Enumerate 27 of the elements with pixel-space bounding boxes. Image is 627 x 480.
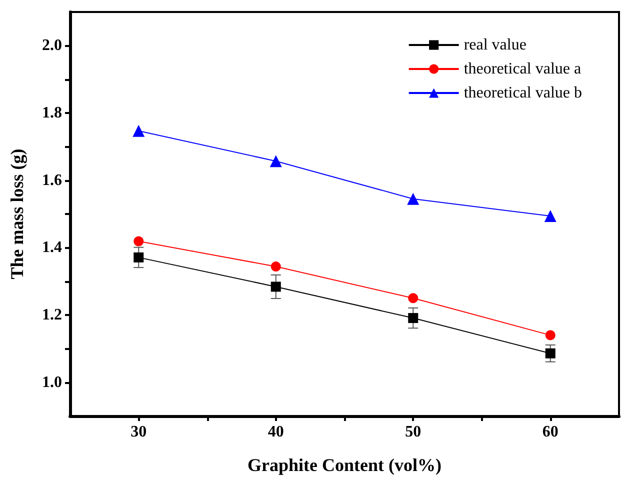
legend-label: theoretical value b <box>464 84 582 102</box>
point <box>270 262 281 272</box>
x-tick-label: 60 <box>542 424 558 440</box>
point <box>545 330 556 340</box>
x-axis-title: Graphite Content (vol%) <box>248 455 442 475</box>
y-axis-title: The mass loss (g) <box>7 148 27 280</box>
point <box>134 252 144 262</box>
y-tick-label: 1.6 <box>42 172 62 189</box>
y-tick-label: 1.2 <box>42 306 62 324</box>
legend-label: real value <box>464 36 526 54</box>
point <box>270 282 281 292</box>
x-tick-label: 50 <box>405 424 422 440</box>
point <box>270 155 282 168</box>
y-tick-label: 2.0 <box>42 37 62 54</box>
point <box>132 124 145 137</box>
y-tick-label: 1.4 <box>42 239 62 256</box>
x-tick-label: 30 <box>130 424 147 440</box>
y-tick-label: 1.0 <box>42 374 62 391</box>
point <box>544 210 556 222</box>
x-tick-label: 40 <box>268 424 284 440</box>
point <box>407 192 420 205</box>
point <box>408 293 418 304</box>
point <box>408 313 418 324</box>
legend-label: theoretical value a <box>464 60 582 78</box>
y-tick-label: 1.8 <box>42 104 62 122</box>
point <box>134 236 144 246</box>
point <box>545 348 556 358</box>
